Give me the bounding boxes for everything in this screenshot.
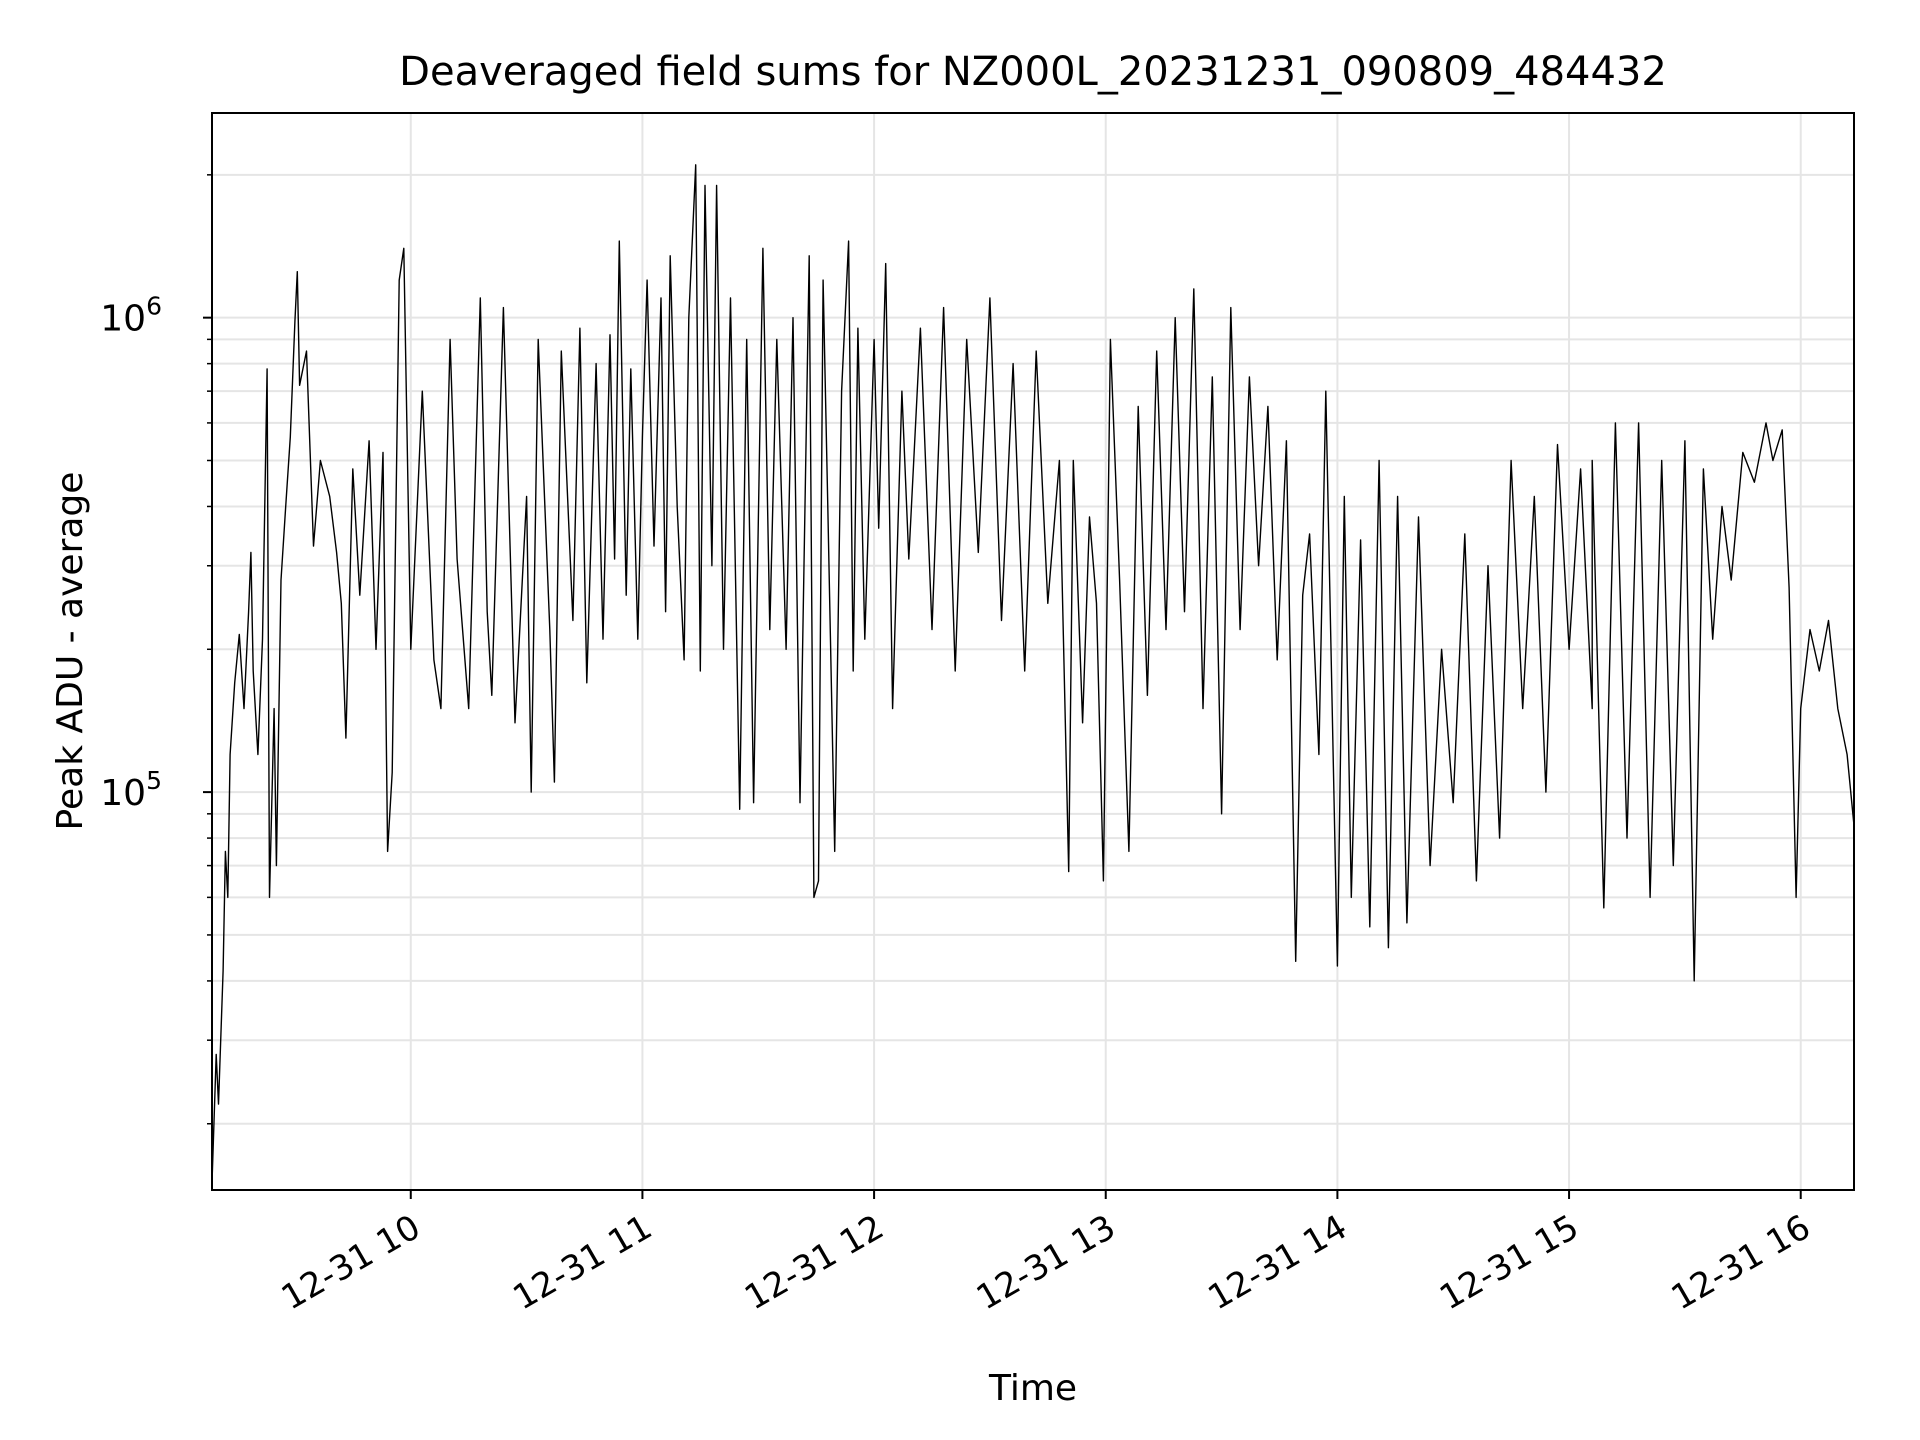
x-axis: 12-31 10 12-31 11 12-31 12 12-31 13 12-31 14…: [275, 1190, 1817, 1318]
plot-area: [211, 112, 1855, 1191]
x-axis-label: Time: [988, 1368, 1077, 1409]
x-tick-label: 12-31 16: [1665, 1207, 1817, 1318]
data-layer: [211, 164, 1855, 1184]
x-tick-label: 12-31 10: [275, 1207, 427, 1318]
x-tick-label: 12-31 12: [738, 1207, 890, 1318]
x-tick-label: 12-31 14: [1202, 1207, 1354, 1318]
chart-title: Deaveraged field sums for NZ000L_2023123…: [399, 49, 1667, 95]
y-axis-label: Peak ADU - average: [50, 472, 91, 831]
x-tick-label: 12-31 11: [507, 1207, 659, 1318]
grid: [212, 113, 1854, 1190]
x-tick-label: 12-31 15: [1433, 1207, 1585, 1318]
y-axis: 105 106: [100, 174, 212, 1125]
x-tick-label: 12-31 13: [970, 1207, 1122, 1318]
y-tick-label: 106: [100, 292, 162, 340]
y-tick-label: 105: [100, 766, 162, 814]
series-line: [211, 164, 1855, 1184]
